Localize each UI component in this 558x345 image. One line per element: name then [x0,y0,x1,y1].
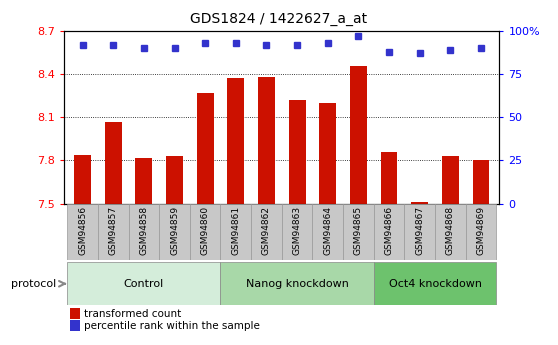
Bar [220,262,374,305]
Bar [374,204,405,260]
Bar [288,100,306,204]
Text: GSM94858: GSM94858 [140,206,148,255]
Text: GSM94867: GSM94867 [415,206,424,255]
Bar [319,103,336,204]
Bar [258,77,275,204]
Bar [473,160,489,204]
Text: GSM94864: GSM94864 [323,206,332,255]
Bar [67,204,98,260]
Bar [128,204,159,260]
Bar [190,204,220,260]
Bar [466,204,497,260]
Text: GSM94862: GSM94862 [262,206,271,255]
Bar [74,155,91,204]
Bar [350,66,367,204]
Bar [381,152,397,204]
Text: Control: Control [124,279,164,289]
Bar [166,156,183,204]
Text: transformed count: transformed count [84,309,181,319]
Bar [442,156,459,204]
Bar [159,204,190,260]
Bar [220,204,251,260]
Bar [228,79,244,204]
Text: GSM94856: GSM94856 [78,206,87,255]
Text: GSM94863: GSM94863 [292,206,302,255]
Text: Oct4 knockdown: Oct4 knockdown [388,279,482,289]
Bar [251,204,282,260]
Text: GSM94868: GSM94868 [446,206,455,255]
Text: GSM94869: GSM94869 [477,206,485,255]
Text: percentile rank within the sample: percentile rank within the sample [84,321,259,331]
Bar [411,202,428,204]
Bar [67,262,220,305]
Text: GSM94865: GSM94865 [354,206,363,255]
Text: GDS1824 / 1422627_a_at: GDS1824 / 1422627_a_at [190,12,368,26]
Bar [374,262,497,305]
Text: GSM94859: GSM94859 [170,206,179,255]
Bar [282,204,312,260]
Bar [197,93,214,204]
Text: GSM94860: GSM94860 [201,206,210,255]
Text: Nanog knockdown: Nanog knockdown [246,279,349,289]
Bar [98,204,128,260]
Text: protocol: protocol [11,279,56,289]
Bar [405,204,435,260]
Bar [343,204,374,260]
Bar [435,204,466,260]
Text: GSM94857: GSM94857 [109,206,118,255]
Text: GSM94861: GSM94861 [232,206,240,255]
Bar [105,121,122,204]
Text: GSM94866: GSM94866 [384,206,393,255]
Bar [136,158,152,204]
Bar [312,204,343,260]
